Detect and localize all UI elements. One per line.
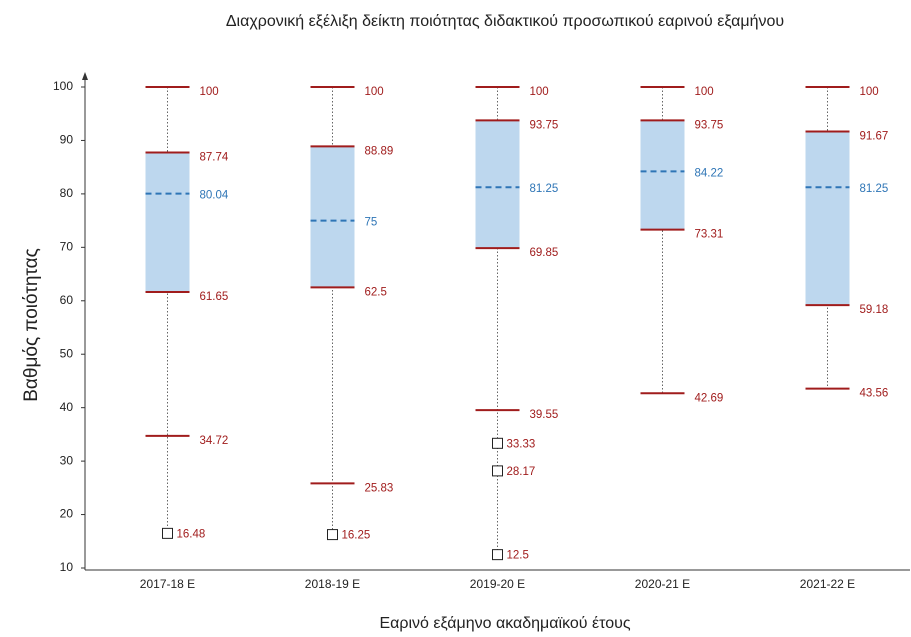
median-label: 81.25 xyxy=(530,183,559,195)
median-label: 80.04 xyxy=(200,190,229,202)
y-tick-label: 10 xyxy=(60,560,74,574)
value-label: 34.72 xyxy=(200,435,229,447)
value-label: 39.55 xyxy=(530,409,559,421)
x-tick-label: 2018-19 E xyxy=(305,577,360,591)
y-tick-label: 90 xyxy=(60,133,74,147)
value-label: 93.75 xyxy=(530,119,559,131)
value-label: 43.56 xyxy=(860,388,889,400)
box xyxy=(310,146,355,288)
outlier xyxy=(327,529,338,541)
outlier-label: 12.5 xyxy=(507,550,529,562)
x-axis-label: Εαρινό εξάμηνο ακαδημαϊκού έτους xyxy=(379,615,630,632)
y-tick-label: 40 xyxy=(60,400,74,414)
y-tick-label: 70 xyxy=(60,240,74,254)
x-tick-label: 2017-18 E xyxy=(140,577,195,591)
y-tick-label: 80 xyxy=(60,186,74,200)
median-label: 84.22 xyxy=(695,167,724,179)
median-label: 75 xyxy=(365,217,378,229)
y-axis-label: Βαθμός ποιότητας xyxy=(21,248,42,402)
value-label: 61.65 xyxy=(200,291,229,303)
box xyxy=(805,131,850,306)
value-label: 42.69 xyxy=(695,392,724,404)
value-label: 88.89 xyxy=(365,145,394,157)
outlier-label: 33.33 xyxy=(507,438,536,450)
outlier xyxy=(162,527,173,539)
value-label: 93.75 xyxy=(695,119,724,131)
chart-title: Διαχρονική εξέλιξη δείκτη ποιότητας διδα… xyxy=(226,13,784,30)
y-tick-label: 20 xyxy=(60,507,74,521)
value-label: 100 xyxy=(695,86,714,98)
outlier-label: 28.17 xyxy=(507,466,536,478)
x-tick-label: 2019-20 E xyxy=(470,577,525,591)
value-label: 69.85 xyxy=(530,247,559,259)
value-label: 100 xyxy=(860,86,879,98)
median-label: 81.25 xyxy=(860,183,889,195)
box xyxy=(640,120,685,230)
outlier xyxy=(492,465,503,477)
value-label: 62.5 xyxy=(365,286,387,298)
value-label: 100 xyxy=(200,86,219,98)
outlier-label: 16.25 xyxy=(342,530,371,542)
value-label: 73.31 xyxy=(695,229,724,241)
y-tick-label: 30 xyxy=(60,453,74,467)
value-label: 100 xyxy=(365,86,384,98)
box xyxy=(475,120,520,249)
x-tick-label: 2020-21 E xyxy=(635,577,690,591)
x-tick-label: 2021-22 E xyxy=(800,577,855,591)
outlier xyxy=(492,549,503,561)
value-label: 59.18 xyxy=(860,304,889,316)
value-label: 91.67 xyxy=(860,131,889,143)
value-label: 100 xyxy=(530,86,549,98)
y-tick-label: 50 xyxy=(60,346,74,360)
value-label: 25.83 xyxy=(365,482,394,494)
y-tick-label: 60 xyxy=(60,293,74,307)
outlier-label: 16.48 xyxy=(177,528,206,540)
box xyxy=(145,152,190,292)
value-label: 87.74 xyxy=(200,152,229,164)
y-axis-arrow xyxy=(82,72,88,80)
y-tick-label: 100 xyxy=(53,79,73,93)
outlier xyxy=(492,437,503,449)
